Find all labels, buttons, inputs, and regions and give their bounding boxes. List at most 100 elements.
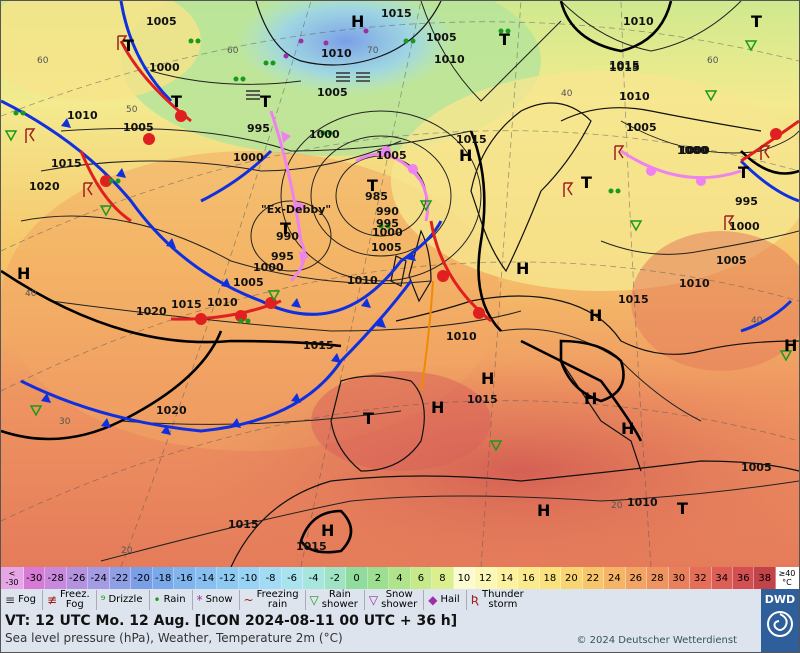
scale-cell: -18 — [152, 567, 175, 589]
pressure-label: 1010 — [67, 109, 98, 122]
pressure-label: 1015 — [228, 518, 259, 531]
high-pressure-marker: H — [516, 259, 529, 278]
pressure-label: 1010 — [623, 15, 654, 28]
dwd-logo: DWD — [761, 589, 799, 652]
scale-cell: 28 — [647, 567, 669, 589]
legend-label: Snow — [205, 594, 233, 605]
map-description: Sea level pressure (hPa), Weather, Tempe… — [5, 631, 343, 645]
temp-label: 30 — [59, 417, 71, 427]
scale-cell: -14 — [195, 567, 218, 589]
scale-cell: 34 — [711, 567, 733, 589]
pressure-label: 995 — [271, 250, 294, 263]
pressure-label: 1015 — [467, 393, 498, 406]
rain-shower-icon: ▽ — [309, 593, 319, 607]
pressure-label: 1010 — [321, 47, 352, 60]
thick-isobars — [1, 1, 799, 554]
pressure-label: 1005 — [716, 254, 747, 267]
scale-cell: -12 — [217, 567, 239, 589]
valid-time: VT: 12 UTC Mo. 12 Aug. [ICON 2024-08-11 … — [5, 613, 458, 629]
high-pressure-marker: H — [784, 336, 797, 355]
cold-front-atlantic — [1, 99, 443, 316]
pressure-label: 1000 — [253, 261, 284, 274]
hail-icon: ◆ — [428, 593, 438, 607]
high-pressure-marker: H — [589, 306, 602, 325]
scale-cell: 16 — [518, 567, 540, 589]
legend-label: Freezing rain — [256, 589, 299, 610]
low-pressure-marker: T — [363, 409, 374, 428]
freezing-fog-icon: ≢ — [46, 593, 57, 607]
pressure-label: 1015 — [456, 133, 487, 146]
temp-label: 60 — [707, 56, 719, 66]
pressure-labels: 1005 1015 1000 1005 1010 1005 1010 1015 … — [29, 7, 772, 553]
pressure-label: 1020 — [156, 404, 187, 417]
legend-item: ≡ Fog — [1, 590, 36, 610]
dwd-logo-text: DWD — [764, 593, 796, 606]
temp-label: 60 — [227, 46, 239, 56]
pressure-label: 1000 — [233, 151, 264, 164]
legend-item: ≢ Freez. Fog — [41, 590, 90, 610]
scale-cell: 0 — [346, 567, 368, 589]
low-pressure-marker: T — [738, 163, 749, 182]
pressure-label: 1010 — [207, 296, 238, 309]
legend-item: • Rain — [148, 590, 186, 610]
pressure-label: 1005 — [123, 121, 154, 134]
low-pressure-marker: T — [751, 12, 762, 31]
hot-zone-iberia — [311, 371, 491, 471]
pressure-label: 1010 — [627, 496, 658, 509]
temp-label: 70 — [367, 46, 379, 56]
temp-label: 60 — [37, 56, 49, 66]
scale-cell: 6 — [410, 567, 433, 589]
snow-symbols — [283, 28, 369, 59]
scale-cell: -2 — [324, 567, 347, 589]
scale-cell: 18 — [539, 567, 562, 589]
pressure-label: 985 — [365, 190, 388, 203]
scale-cell: -4 — [303, 567, 325, 589]
pressure-label: 1000 — [679, 144, 710, 157]
scale-cell: -22 — [109, 567, 132, 589]
scale-cell: 2 — [367, 567, 390, 589]
legend-label: Rain shower — [321, 589, 358, 610]
named-low-label: "Ex-Debby" — [261, 203, 331, 216]
pressure-label: 995 — [247, 122, 270, 135]
scale-cell: -10 — [238, 567, 261, 589]
temp-label: 40 — [25, 289, 37, 299]
legend-item: ▽ Rain shower — [304, 589, 358, 610]
cold-front-north — [119, 1, 799, 333]
pressure-label: 1015 — [618, 293, 649, 306]
scale-cell: -28 — [45, 567, 67, 589]
temperature-scale: < -30 -30 -28 -26 -24 -22 -20 -18 -16 -14 -12 -10-… — [1, 567, 799, 589]
pressure-label: 1000 — [149, 61, 180, 74]
temp-label: 50 — [126, 105, 138, 115]
temp-label: 40 — [751, 316, 763, 326]
fog-icon: ≡ — [5, 593, 16, 607]
thunderstorm-icon: Ʀ — [470, 593, 480, 607]
scale-cell: 8 — [432, 567, 454, 589]
high-pressure-marker: H — [321, 521, 334, 540]
low-pressure-marker: T — [280, 219, 291, 238]
pressure-label: 1015 — [609, 59, 640, 72]
weather-map: 1005 1015 1000 1005 1010 1005 1010 1015 … — [1, 1, 799, 567]
high-pressure-marker: H — [431, 398, 444, 417]
scale-cell: -16 — [174, 567, 196, 589]
weather-legend: ≡ Fog ≢ Freez. Fog ⁹ Drizzle • Rain * Snow ~ Freezi… — [1, 589, 761, 611]
high-pressure-labels: H H H H H H H H H H H H — [17, 12, 797, 540]
scale-cell: 12 — [475, 567, 497, 589]
pressure-label: 1015 — [609, 61, 640, 74]
pressure-label: 1015 — [51, 157, 82, 170]
warm-zone-east — [631, 231, 799, 371]
scale-cell: -24 — [88, 567, 110, 589]
scale-cell: 24 — [604, 567, 626, 589]
high-pressure-marker: H — [459, 146, 472, 165]
pressure-label: 1005 — [741, 461, 772, 474]
pressure-label: 1005 — [376, 149, 407, 162]
scale-low-end: < -30 — [1, 567, 24, 589]
high-pressure-marker: H — [537, 501, 550, 520]
legend-label: Snow shower — [381, 589, 418, 610]
scale-cell: -8 — [260, 567, 282, 589]
dwd-swirl-icon — [767, 611, 793, 637]
pressure-label: 1000 — [309, 128, 340, 141]
rain-symbols — [13, 28, 621, 324]
low-pressure-marker: T — [123, 36, 134, 55]
warm-front-atlantic — [79, 40, 799, 325]
